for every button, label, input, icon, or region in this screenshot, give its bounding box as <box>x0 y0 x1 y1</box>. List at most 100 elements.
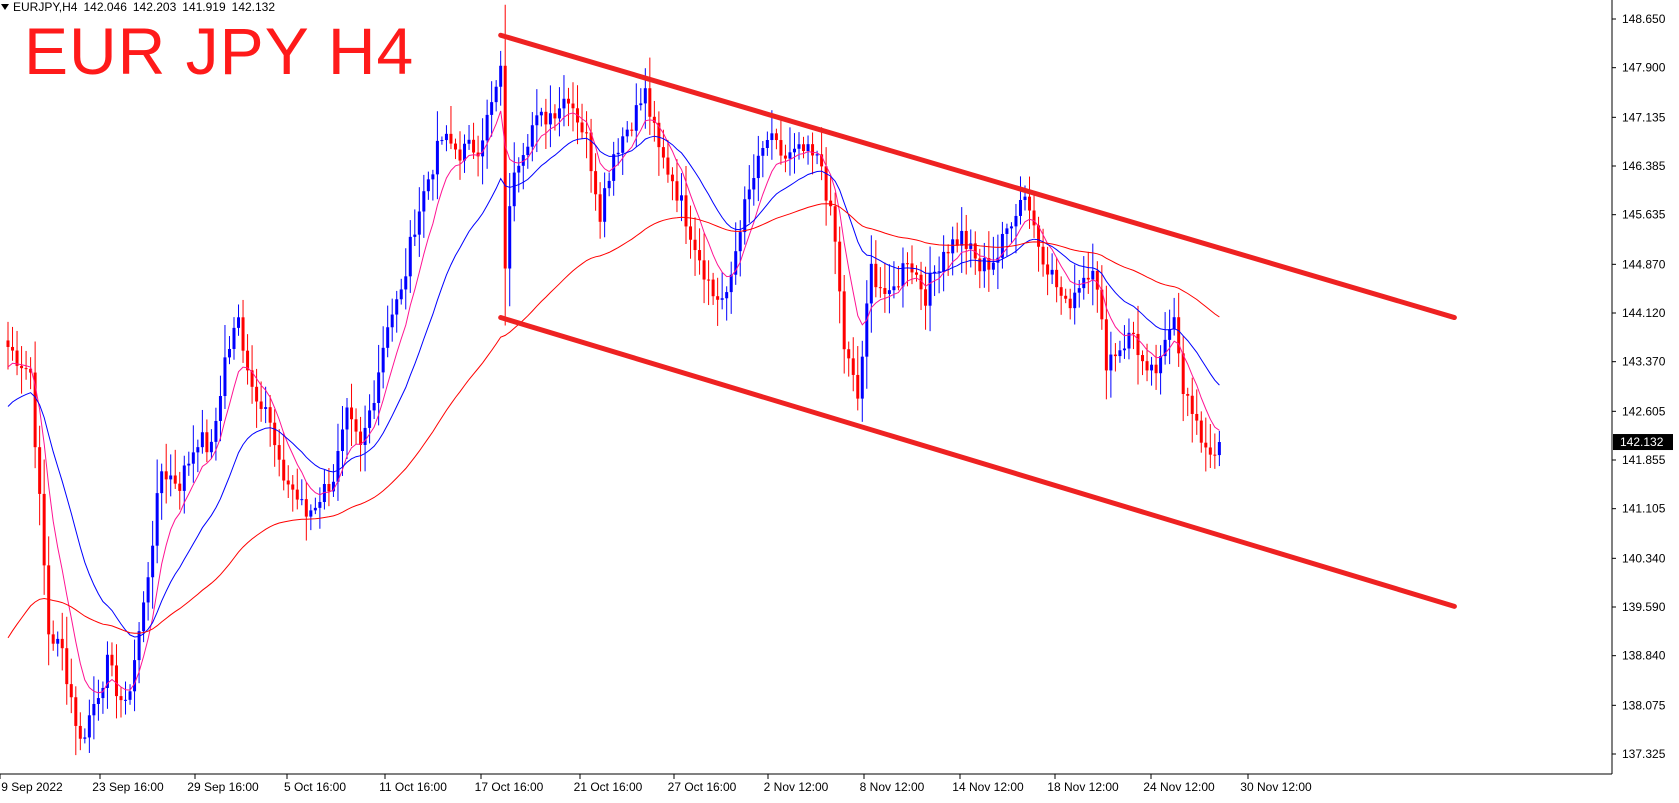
candle-bear <box>1100 289 1104 320</box>
candle-bear <box>1046 264 1050 275</box>
candle-bull <box>982 258 986 272</box>
candle-bull <box>92 703 96 716</box>
candle-bear <box>205 432 209 453</box>
candle-bull <box>1118 350 1122 357</box>
candle-bear <box>60 638 64 649</box>
candle-bear <box>350 407 354 420</box>
candle-bear <box>241 317 245 351</box>
candle-bull <box>1109 354 1113 371</box>
y-tick-label: 146.385 <box>1622 159 1666 173</box>
candle-bull <box>996 257 1000 263</box>
candle-bear <box>589 132 593 172</box>
candle-bull <box>390 314 394 328</box>
candle-bear <box>838 241 842 292</box>
candle-bull <box>399 289 403 300</box>
candle-bull <box>1163 339 1167 357</box>
candle-bear <box>919 274 923 290</box>
candle-bear <box>598 194 602 222</box>
candle-bull <box>725 292 729 299</box>
candle-bull <box>422 191 426 212</box>
candle-bull <box>137 631 141 661</box>
candle-bear <box>1141 355 1145 362</box>
candle-bear <box>24 368 28 370</box>
candle-bear <box>630 129 634 131</box>
candle-bear <box>648 88 652 117</box>
candle-bull <box>214 420 218 442</box>
candle-bear <box>847 349 851 359</box>
candle-bear <box>689 226 693 240</box>
candle-bull <box>237 317 241 328</box>
candle-bear <box>1199 420 1203 443</box>
candle-bull <box>797 144 801 149</box>
candle-bear <box>6 340 10 347</box>
candle-bull <box>928 273 932 306</box>
candle-bull <box>526 146 530 156</box>
candle-bear <box>842 291 846 350</box>
candle-bull <box>639 103 643 106</box>
candle-bull <box>969 243 973 249</box>
y-tick-label: 138.840 <box>1622 649 1666 663</box>
candle-bear <box>1208 447 1212 455</box>
candle-bull <box>490 102 494 115</box>
y-tick-label: 148.650 <box>1622 12 1666 26</box>
candle-bull <box>634 105 638 131</box>
x-tick-label: 2 Nov 12:00 <box>764 780 829 794</box>
candle-bear <box>716 296 720 300</box>
candle-bear <box>698 250 702 261</box>
candle-bear <box>702 260 706 280</box>
candle-bull <box>1014 215 1018 227</box>
candle-bull <box>625 129 629 137</box>
candle-bear <box>273 422 277 446</box>
channel-upper-line[interactable] <box>498 32 1457 321</box>
candle-bear <box>11 346 15 351</box>
candle-bull <box>539 111 543 116</box>
candle-bull <box>1000 233 1004 258</box>
candle-bull <box>892 286 896 291</box>
candle-bear <box>268 407 272 423</box>
candle-bear <box>1213 454 1217 456</box>
candle-bull <box>1005 228 1009 234</box>
open-value: 142.046 <box>83 0 127 14</box>
candle-bear <box>1113 354 1117 357</box>
candle-bull <box>196 447 200 453</box>
candle-bull <box>105 654 109 688</box>
candle-bear <box>15 350 19 366</box>
candle-bear <box>119 696 123 701</box>
candle-bull <box>372 402 376 411</box>
candle-bull <box>463 143 467 161</box>
candle-bull <box>467 139 471 144</box>
candle-bull <box>1127 332 1131 349</box>
candle-bull <box>1023 196 1027 200</box>
x-tick-label: 8 Nov 12:00 <box>860 780 925 794</box>
candle-bull <box>151 545 155 578</box>
candle-bull <box>101 687 105 699</box>
candle-bear <box>1195 413 1199 421</box>
candle-bull <box>431 174 435 180</box>
candle-bull <box>56 638 60 644</box>
candle-bear <box>295 489 299 500</box>
candle-bull <box>761 148 765 156</box>
candle-bull <box>444 133 448 141</box>
candle-bull <box>960 230 964 246</box>
candle-bull <box>169 475 173 480</box>
candle-bear <box>33 372 37 448</box>
candle-bull <box>901 263 905 287</box>
candle-bear <box>178 483 182 491</box>
candle-bull <box>227 348 231 358</box>
candle-bear <box>69 684 73 698</box>
x-tick-label: 29 Sep 16:00 <box>187 780 259 794</box>
candle-bear <box>580 122 584 133</box>
candle-bull <box>1168 329 1172 340</box>
candle-bull <box>679 195 683 201</box>
candle-bull <box>942 251 946 272</box>
x-tick-label: 27 Oct 16:00 <box>668 780 737 794</box>
candle-bear <box>661 147 665 158</box>
candle-bear <box>1032 210 1036 226</box>
channel-lower-line[interactable] <box>498 315 1457 609</box>
candle-bull <box>485 114 489 141</box>
dropdown-triangle-icon[interactable] <box>1 4 9 11</box>
candle-bear <box>1028 196 1032 211</box>
x-tick-label: 17 Oct 16:00 <box>475 780 544 794</box>
